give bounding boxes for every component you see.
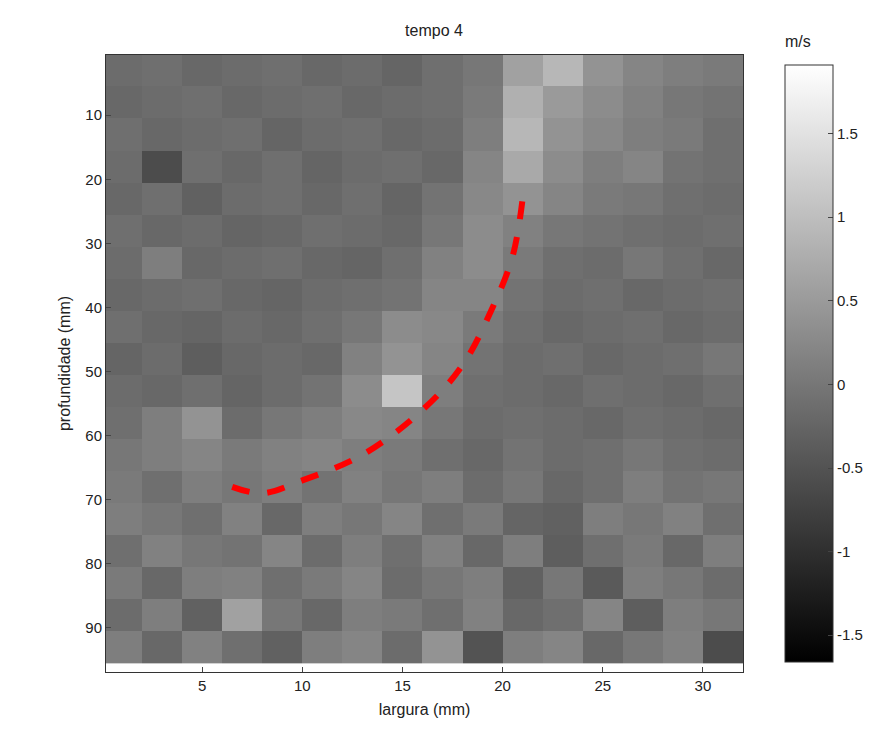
svg-text:50: 50 (85, 363, 102, 380)
svg-text:5: 5 (198, 677, 206, 694)
svg-text:40: 40 (85, 299, 102, 316)
svg-text:-0.5: -0.5 (837, 459, 863, 476)
svg-text:70: 70 (85, 491, 102, 508)
svg-text:30: 30 (85, 235, 102, 252)
svg-text:30: 30 (695, 677, 712, 694)
svg-text:profundidade (mm): profundidade (mm) (56, 296, 73, 431)
svg-text:tempo 4: tempo 4 (405, 22, 463, 39)
svg-text:60: 60 (85, 427, 102, 444)
svg-text:0.5: 0.5 (837, 292, 858, 309)
svg-text:20: 20 (494, 677, 511, 694)
svg-text:1: 1 (837, 208, 845, 225)
svg-text:-1: -1 (837, 543, 850, 560)
svg-text:0: 0 (837, 376, 845, 393)
svg-text:80: 80 (85, 555, 102, 572)
svg-text:25: 25 (594, 677, 611, 694)
svg-text:10: 10 (294, 677, 311, 694)
svg-text:1.5: 1.5 (837, 125, 858, 142)
svg-text:10: 10 (85, 106, 102, 123)
svg-text:m/s: m/s (785, 33, 811, 50)
svg-text:90: 90 (85, 619, 102, 636)
svg-text:20: 20 (85, 171, 102, 188)
svg-text:largura (mm): largura (mm) (379, 701, 471, 718)
svg-text:15: 15 (394, 677, 411, 694)
svg-text:-1.5: -1.5 (837, 626, 863, 643)
